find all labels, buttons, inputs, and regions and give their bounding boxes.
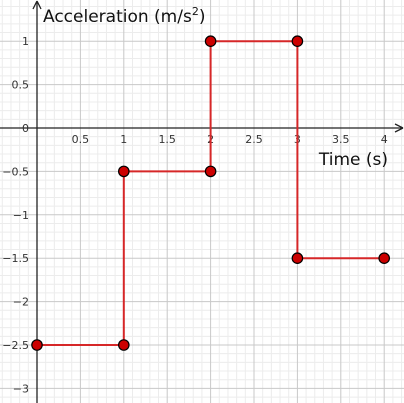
x-tick-label: 0.5	[72, 133, 90, 146]
data-point	[118, 165, 130, 178]
acceleration-line	[37, 40, 385, 346]
x-tick-label: 4	[381, 133, 388, 146]
y-axis-title: Acceleration (m/s2)	[43, 5, 205, 27]
y-tick-label: −3	[13, 382, 29, 395]
y-tick-label: 1	[22, 35, 29, 48]
x-tick-label: 3.5	[332, 133, 350, 146]
data-point	[378, 252, 390, 265]
x-tick-label: 1	[120, 133, 127, 146]
data-point	[31, 339, 43, 351]
data-points	[31, 35, 390, 351]
data-point	[118, 339, 130, 351]
data-point	[204, 35, 217, 47]
x-axis-arrow	[394, 123, 404, 133]
x-tick-label: 2.5	[245, 133, 263, 146]
x-tick-label: 1.5	[158, 133, 176, 146]
y-tick-label: −1.5	[2, 252, 29, 265]
data-point	[291, 35, 304, 47]
acceleration-series	[37, 40, 385, 346]
x-tick-labels: 0.5 1 1.5 2 2.5 3 3.5 4	[72, 133, 388, 146]
data-point	[204, 165, 217, 178]
data-point	[291, 252, 304, 265]
y-tick-label: −0.5	[2, 165, 29, 178]
y-tick-label: 0.5	[12, 79, 30, 92]
y-tick-label: −2.5	[2, 339, 29, 352]
y-axis-arrow	[32, 0, 42, 10]
y-tick-label: −2	[13, 296, 29, 309]
y-tick-label: −1	[13, 209, 29, 222]
y-tick-labels: 1 0.5 0 −0.5 −1 −1.5 −2 −2.5 −3	[2, 35, 29, 395]
y-tick-label: 0	[22, 122, 29, 135]
x-axis-title: Time (s)	[318, 150, 388, 170]
